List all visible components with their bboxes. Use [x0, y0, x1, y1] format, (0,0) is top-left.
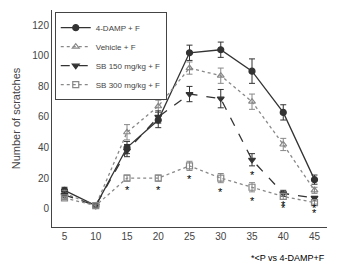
svg-text:*: * — [281, 202, 286, 214]
svg-text:*: * — [156, 184, 161, 196]
svg-text:*: * — [250, 169, 255, 181]
svg-text:40: 40 — [278, 231, 290, 242]
svg-text:35: 35 — [246, 231, 258, 242]
svg-text:*: * — [281, 199, 286, 211]
svg-text:0: 0 — [43, 203, 49, 214]
svg-text:Number of scratches: Number of scratches — [10, 67, 22, 169]
svg-text:*<P vs 4-DAMP+F: *<P vs 4-DAMP+F — [251, 253, 325, 263]
svg-text:40: 40 — [38, 142, 50, 153]
svg-text:20: 20 — [38, 173, 50, 184]
svg-text:25: 25 — [184, 231, 196, 242]
svg-text:45: 45 — [309, 231, 321, 242]
svg-text:100: 100 — [32, 50, 49, 61]
svg-text:SB 300 mg/kg + F: SB 300 mg/kg + F — [96, 81, 160, 90]
svg-text:60: 60 — [38, 111, 50, 122]
svg-text:4-DAMP + F: 4-DAMP + F — [96, 24, 140, 33]
svg-text:120: 120 — [32, 20, 49, 31]
svg-text:15: 15 — [121, 231, 133, 242]
svg-text:80: 80 — [38, 81, 50, 92]
svg-text:30: 30 — [215, 231, 227, 242]
svg-text:5: 5 — [62, 231, 68, 242]
svg-text:*: * — [312, 207, 317, 219]
svg-text:10: 10 — [90, 231, 102, 242]
svg-text:*: * — [187, 173, 192, 185]
svg-text:*: * — [250, 195, 255, 207]
svg-text:20: 20 — [153, 231, 165, 242]
svg-text:*: * — [312, 202, 317, 214]
svg-text:SB 150 mg/kg + F: SB 150 mg/kg + F — [96, 62, 160, 71]
svg-text:Vehicle + F: Vehicle + F — [96, 43, 136, 52]
svg-text:*: * — [218, 186, 223, 198]
svg-text:*: * — [125, 184, 130, 196]
